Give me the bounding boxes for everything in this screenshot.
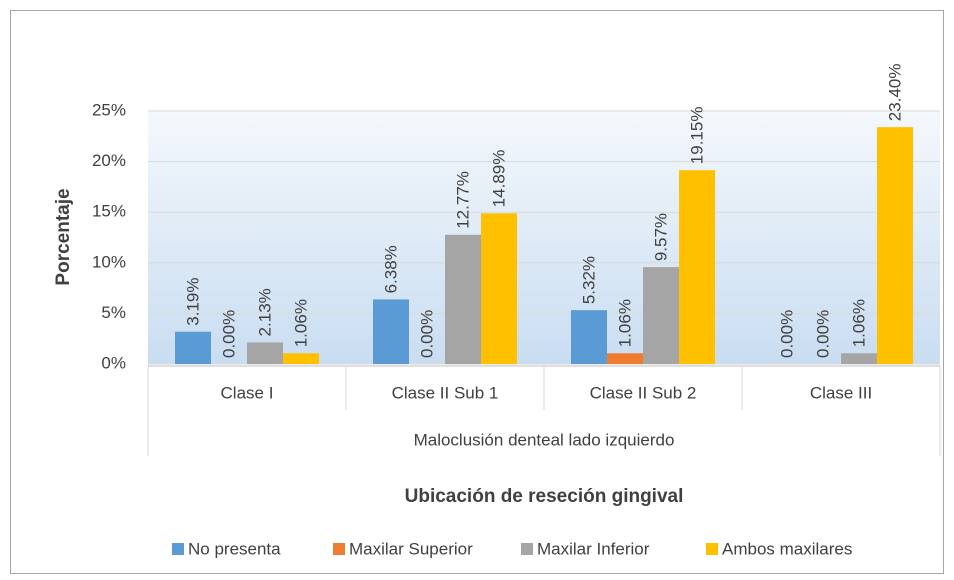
data-label: 0.00% xyxy=(777,310,796,358)
x-tick-label: Clase III xyxy=(810,383,872,402)
plot-area xyxy=(148,111,940,364)
data-label: 19.15% xyxy=(687,107,706,165)
legend-label: Maxilar Inferior xyxy=(537,539,650,558)
x-axis-title: Ubicación de reseción gingival xyxy=(405,486,684,507)
bar xyxy=(607,353,643,364)
bar xyxy=(877,127,913,364)
bar xyxy=(643,267,679,364)
bar xyxy=(175,331,211,364)
x-tick-label: Clase II Sub 1 xyxy=(392,383,499,402)
y-tick-label: 20% xyxy=(92,151,126,170)
y-tick-label: 15% xyxy=(92,202,126,221)
data-label: 9.57% xyxy=(651,213,670,261)
bar xyxy=(283,353,319,364)
data-label: 14.89% xyxy=(489,150,508,208)
bar xyxy=(679,170,715,364)
data-label: 0.00% xyxy=(219,310,238,358)
data-label: 2.13% xyxy=(255,288,274,336)
bar xyxy=(571,310,607,364)
legend-label: Ambos maxilares xyxy=(722,539,852,558)
data-label: 23.40% xyxy=(885,64,904,122)
legend-swatch xyxy=(333,543,345,555)
data-label: 1.06% xyxy=(291,299,310,347)
y-axis-title: Porcentaje xyxy=(53,188,74,285)
y-tick-label: 10% xyxy=(92,252,126,271)
bar xyxy=(247,342,283,364)
y-tick-label: 5% xyxy=(101,303,126,322)
bar xyxy=(481,213,517,364)
data-label: 5.32% xyxy=(579,256,598,304)
legend-label: Maxilar Superior xyxy=(349,539,473,558)
legend-swatch xyxy=(172,543,184,555)
legend-label: No presenta xyxy=(188,539,281,558)
data-label: 1.06% xyxy=(849,299,868,347)
data-label: 0.00% xyxy=(813,310,832,358)
data-label: 1.06% xyxy=(615,299,634,347)
y-tick-label: 25% xyxy=(92,100,126,119)
data-label: 3.19% xyxy=(183,278,202,326)
bar xyxy=(841,353,877,364)
bar xyxy=(445,234,481,364)
data-label: 0.00% xyxy=(417,310,436,358)
data-label: 12.77% xyxy=(453,171,472,229)
x-tick-label: Clase I xyxy=(221,383,274,402)
y-tick-label: 0% xyxy=(101,353,126,372)
bar xyxy=(373,299,409,364)
x-group-label: Maloclusión denteal lado izquierdo xyxy=(414,430,675,449)
x-tick-label: Clase II Sub 2 xyxy=(590,383,697,402)
legend-swatch xyxy=(706,543,718,555)
legend-swatch xyxy=(521,543,533,555)
data-label: 6.38% xyxy=(381,245,400,293)
